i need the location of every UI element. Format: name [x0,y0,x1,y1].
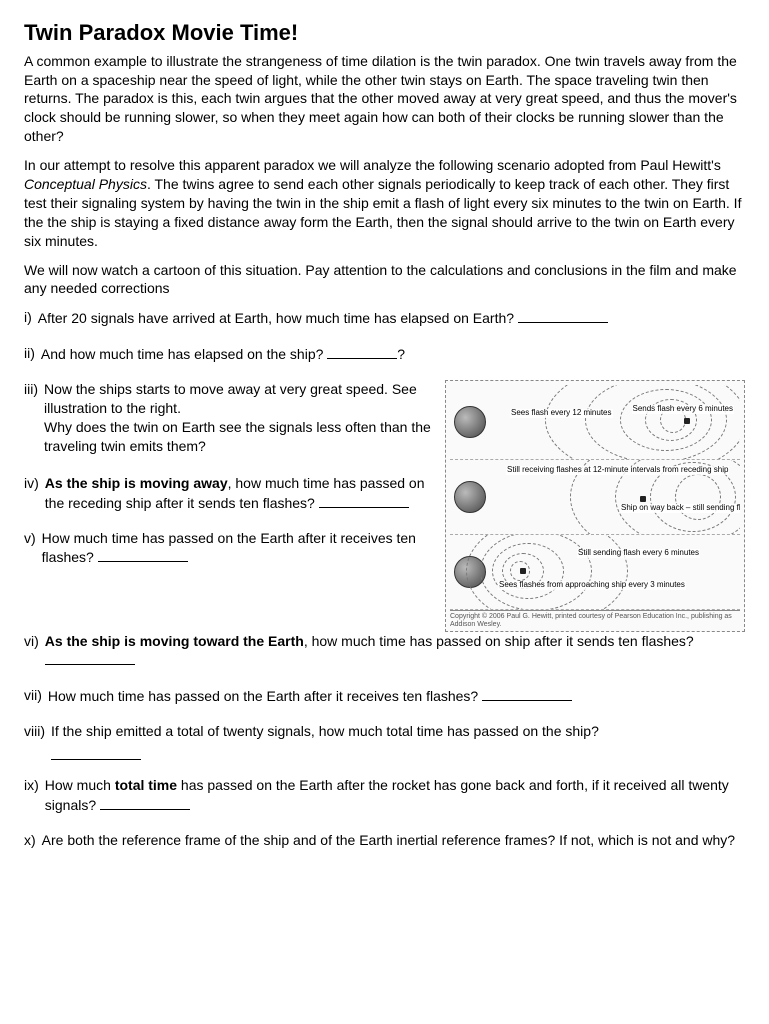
ship-icon [640,496,646,502]
q-text-bold: total time [115,777,177,793]
q-text-bold: As the ship is moving toward the Earth [45,633,304,649]
doppler-figure: Sees flash every 12 minutes Sends flash … [445,380,745,631]
figure-credit: Copyright © 2006 Paul G. Hewitt, printed… [450,610,740,628]
question-ii: ii) And how much time has elapsed on the… [24,344,745,364]
question-ix: ix) How much total time has passed on th… [24,776,745,815]
q-tail: ? [397,346,405,362]
question-iv: iv) As the ship is moving away, how much… [24,474,433,513]
q-text-bold: As the ship is moving away [45,475,228,491]
q-num: iii) [24,380,38,456]
intro-para-1: A common example to illustrate the stran… [24,52,745,146]
question-x: x) Are both the reference frame of the s… [24,831,745,850]
question-iii: iii) Now the ships starts to move away a… [24,380,433,456]
ship-icon [684,418,690,424]
question-i: i) After 20 signals have arrived at Eart… [24,308,745,328]
intro-para-3: We will now watch a cartoon of this situ… [24,261,745,299]
ship-icon [520,568,526,574]
fig-caption: Ship on way back – still sending flash e… [620,504,740,513]
answer-blank[interactable] [45,650,135,665]
q-num: ii) [24,344,35,364]
q-text: And how much time has elapsed on the shi… [41,346,324,362]
answer-blank[interactable] [327,344,397,359]
question-v: v) How much time has passed on the Earth… [24,529,433,568]
answer-blank[interactable] [100,795,190,810]
figure-panel-1: Sees flash every 12 minutes Sends flash … [450,385,740,460]
q-text: How much time has passed on the Earth af… [48,688,478,704]
q-text: , how much time has passed on ship after… [304,633,694,649]
answer-blank[interactable] [482,686,572,701]
figure-panel-2: Still receiving flashes at 12-minute int… [450,460,740,535]
q-num: vii) [24,686,42,706]
q-num: ix) [24,776,39,815]
fig-caption: Sees flash every 12 minutes [510,409,613,418]
q-text-a: How much [45,777,115,793]
q-text: After 20 signals have arrived at Earth, … [38,310,514,326]
answer-blank[interactable] [319,493,409,508]
question-vi: vi) As the ship is moving toward the Ear… [24,632,745,671]
answer-blank[interactable] [98,547,188,562]
q-text: If the ship emitted a total of twenty si… [51,723,599,739]
q-num: x) [24,831,36,850]
q-text: Now the ships starts to move away at ver… [44,380,433,456]
answer-blank[interactable] [51,745,141,760]
figure-panel-3: Still sending flash every 6 minutes Sees… [450,535,740,610]
q-num: viii) [24,722,45,760]
book-title: Conceptual Physics [24,176,147,192]
fig-caption: Still sending flash every 6 minutes [577,549,700,558]
fig-caption: Still receiving flashes at 12-minute int… [506,466,729,475]
intro-para-2: In our attempt to resolve this apparent … [24,156,745,250]
q-text: Are both the reference frame of the ship… [42,831,745,850]
para2-a: In our attempt to resolve this apparent … [24,157,721,173]
q-num: i) [24,308,32,328]
page-title: Twin Paradox Movie Time! [24,18,745,48]
q-num: v) [24,529,36,568]
q-num: vi) [24,632,39,671]
earth-icon [454,481,486,513]
question-vii: vii) How much time has passed on the Ear… [24,686,745,706]
fig-caption: Sends flash every 6 minutes [632,405,735,414]
fig-caption: Sees flashes from approaching ship every… [498,581,686,590]
earth-icon [454,406,486,438]
question-viii: viii) If the ship emitted a total of twe… [24,722,745,760]
answer-blank[interactable] [518,308,608,323]
q-num: iv) [24,474,39,513]
